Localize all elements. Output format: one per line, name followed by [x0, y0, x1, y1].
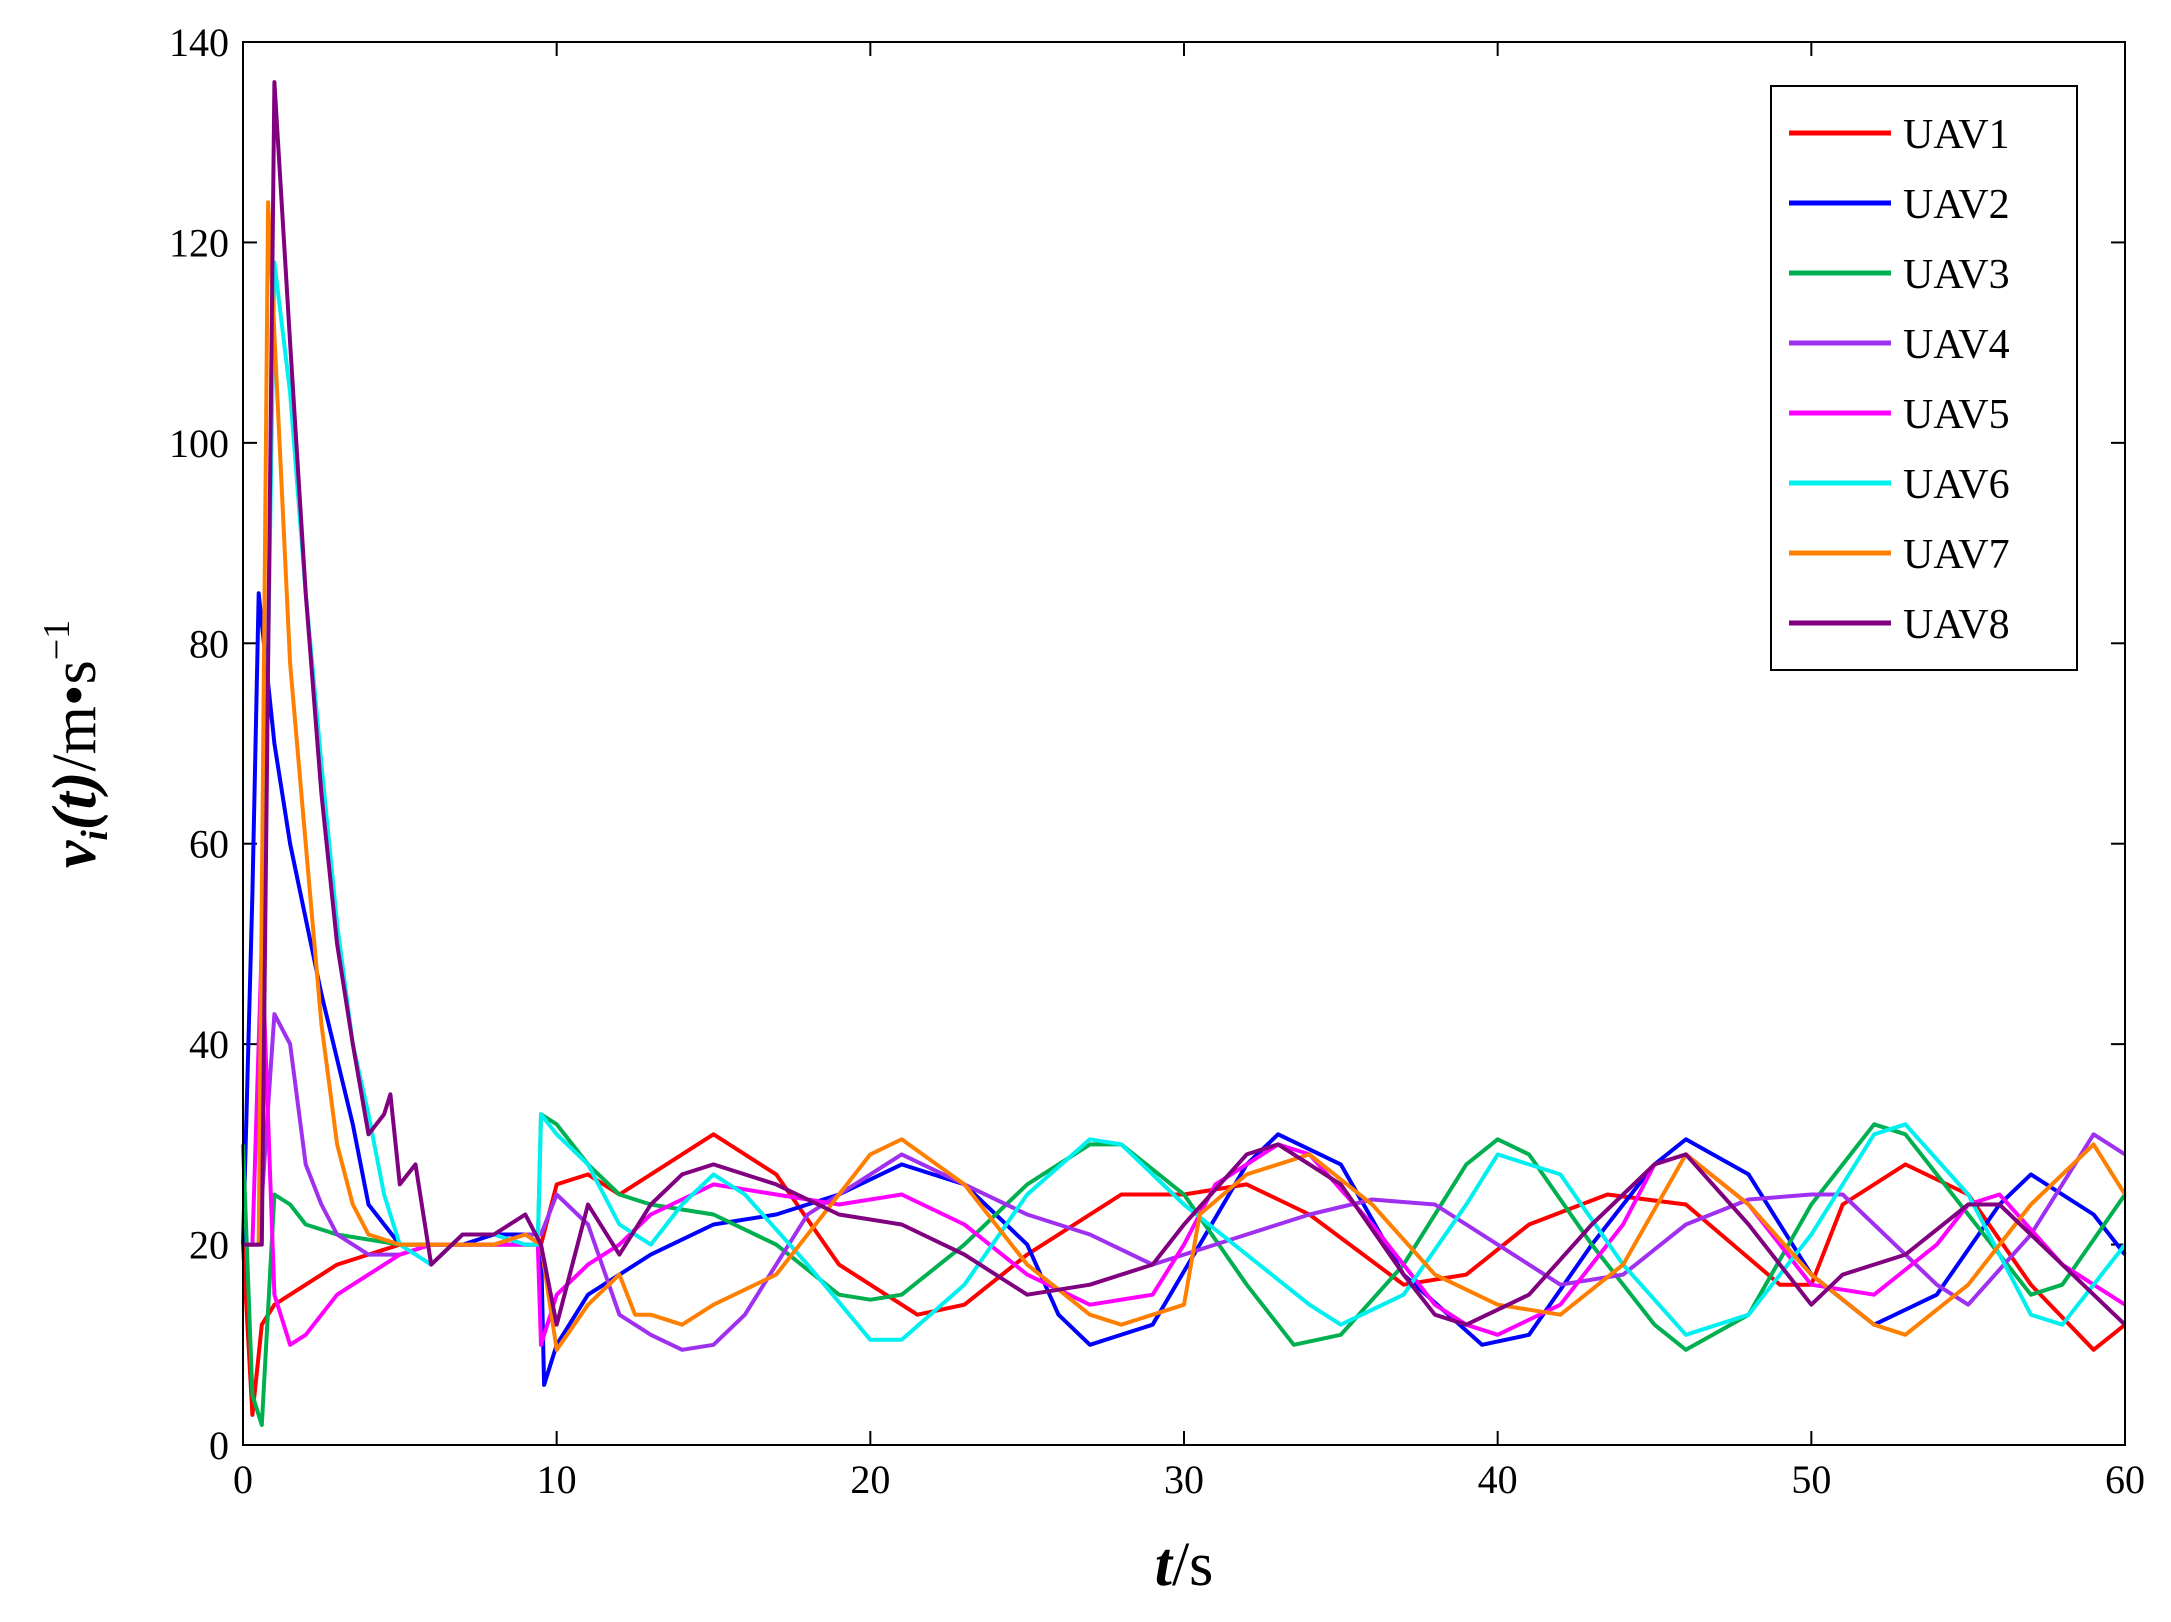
y-axis-label: vi(t)/m•s−1 — [36, 620, 116, 868]
data-line — [243, 941, 2127, 1347]
x-tick-label: 60 — [2105, 1457, 2145, 1502]
plot-frame — [242, 41, 2126, 1446]
legend: UAV1 UAV2 UAV3 UAV4 UAV5 UAV6 UAV7 UAV8 — [1770, 85, 2078, 671]
x-tick-label: 0 — [233, 1457, 253, 1502]
x-tick-label: 40 — [1478, 1457, 1518, 1502]
legend-label: UAV2 — [1903, 182, 2010, 228]
x-tick-label: 10 — [537, 1457, 577, 1502]
legend-box — [1770, 85, 2078, 671]
legend-label: UAV1 — [1903, 112, 2010, 158]
data-line — [243, 200, 2127, 1352]
data-line — [243, 260, 2127, 1342]
legend-label: UAV5 — [1903, 392, 2010, 438]
y-tick-label: 0 — [209, 1423, 229, 1468]
x-tick-label: 20 — [850, 1457, 890, 1502]
x-tick-label: 50 — [1791, 1457, 1831, 1502]
y-tick-label: 80 — [189, 621, 229, 666]
x-tick-label: 30 — [1164, 1457, 1204, 1502]
legend-label: UAV3 — [1903, 252, 2010, 298]
y-label-arg: (t) — [41, 772, 109, 831]
legend-label: UAV7 — [1903, 532, 2010, 578]
y-label-sub: i — [74, 830, 116, 841]
y-tick-label: 40 — [189, 1022, 229, 1067]
y-tick-label: 120 — [169, 220, 229, 265]
data-line — [241, 591, 2127, 1387]
legend-label: UAV6 — [1903, 462, 2010, 508]
x-label-unit: /s — [1172, 1531, 1213, 1599]
y-label-unit: /m•s — [41, 660, 109, 771]
x-axis-label: t/s — [1155, 1531, 1214, 1599]
data-line — [243, 1012, 2127, 1352]
legend-label: UAV8 — [1903, 602, 2010, 648]
legend-label: UAV4 — [1903, 322, 2010, 368]
y-label-sup: −1 — [36, 620, 78, 660]
y-tick-label: 140 — [169, 20, 229, 65]
y-tick-label: 100 — [169, 421, 229, 466]
y-tick-label: 20 — [189, 1223, 229, 1268]
x-label-var: t — [1155, 1531, 1174, 1599]
data-line — [243, 80, 2127, 1327]
y-tick-label: 60 — [189, 822, 229, 867]
y-label-var: v — [41, 839, 109, 868]
